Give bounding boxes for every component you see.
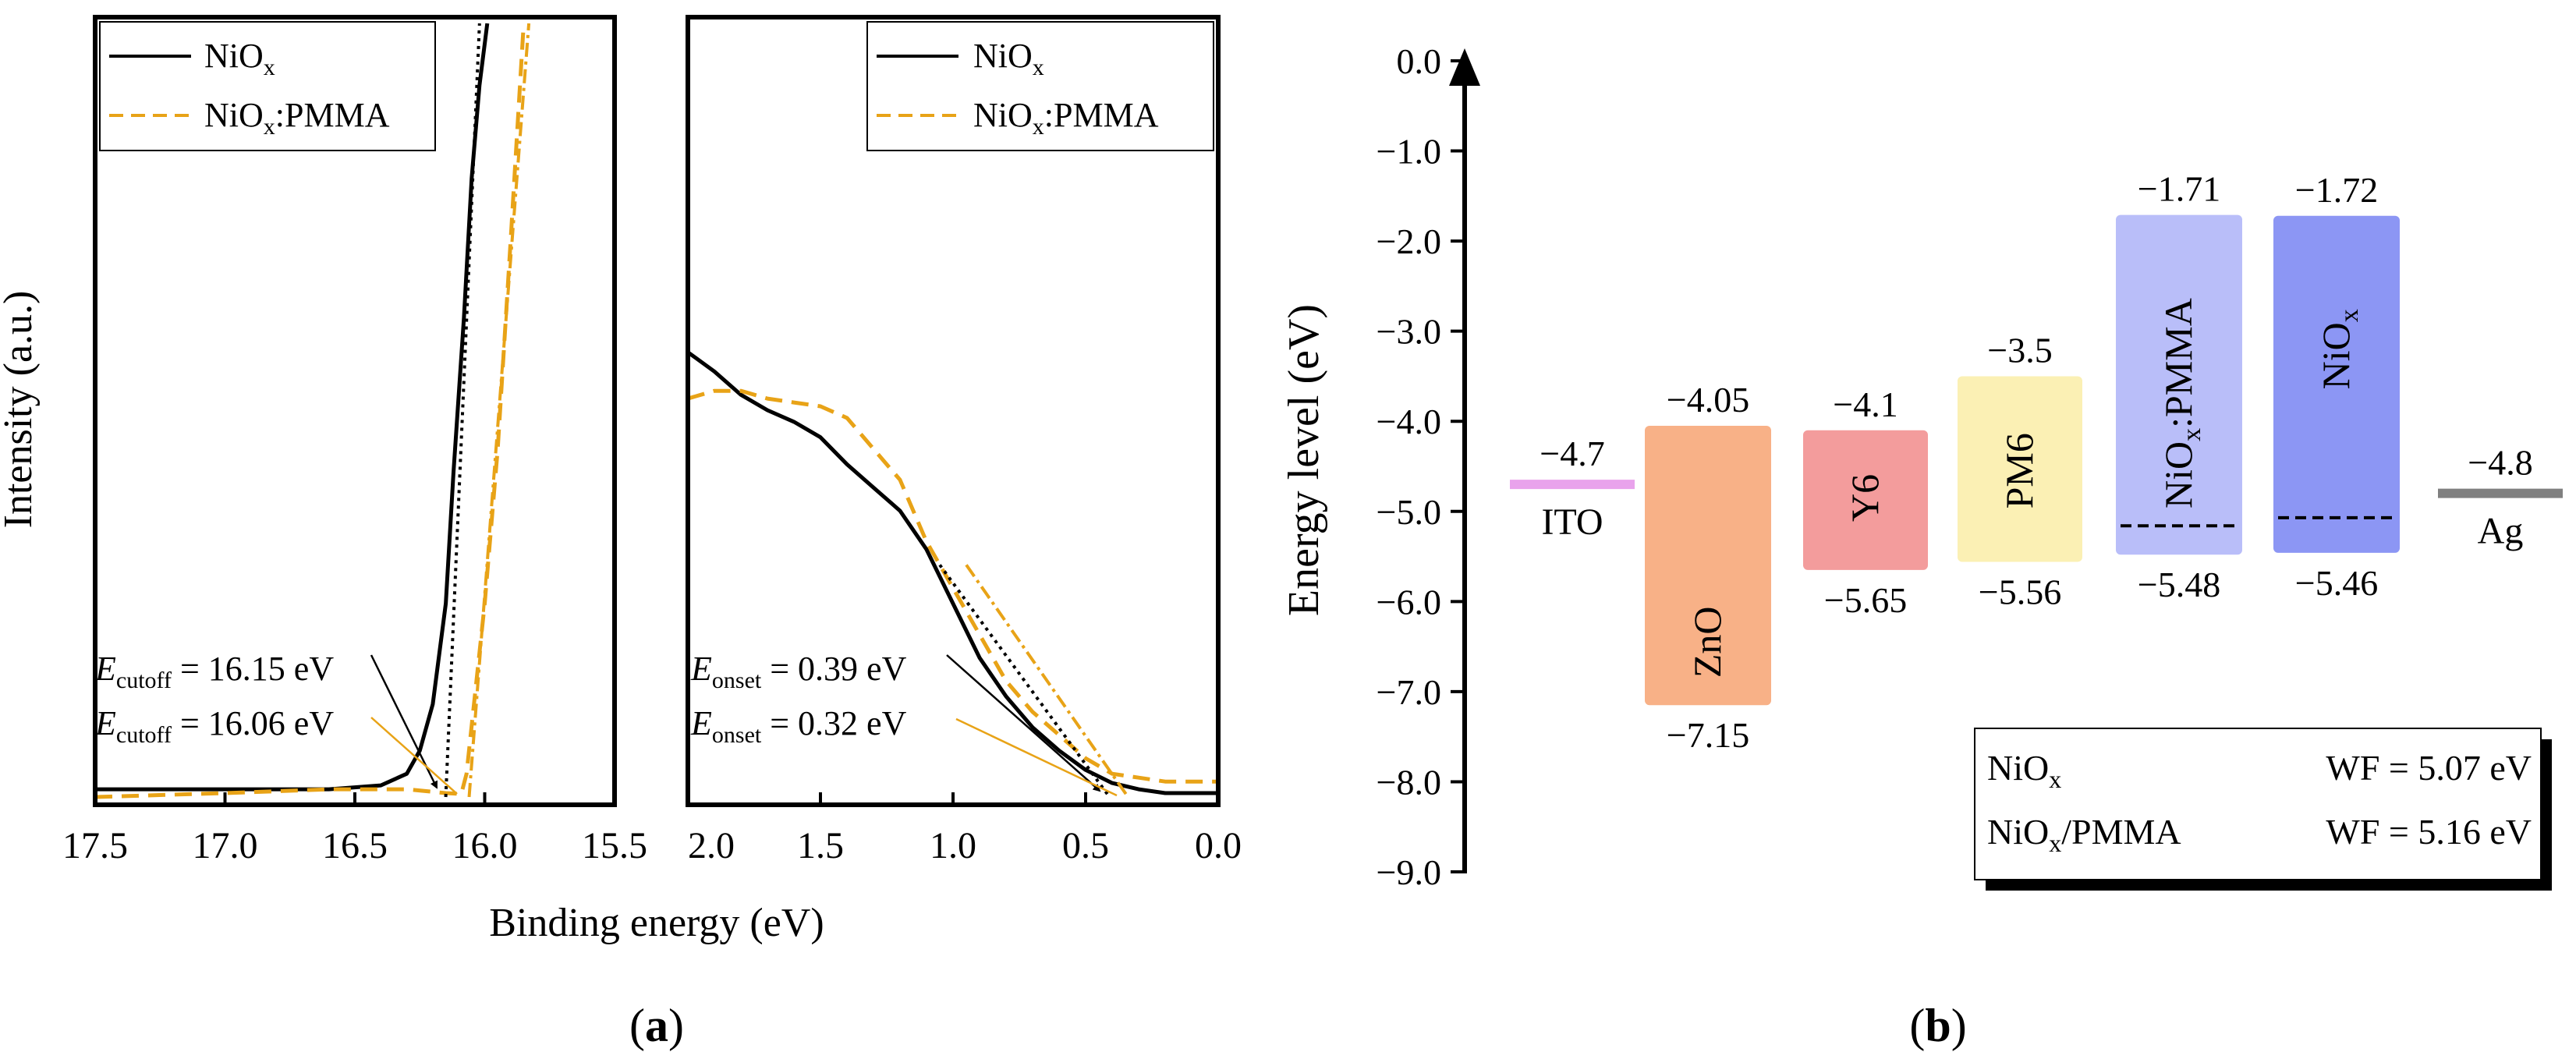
level-bar-niox-pmma-name: NiOx:PMMA [2156,298,2206,508]
level-bar-niox-pmma-bottom-value: −5.48 [2138,565,2220,604]
wf-row-niox-value: WF = 5.07 eV [2326,748,2532,788]
cutoff-x-tick-label: 17.0 [193,825,258,866]
energy-y-tick-label: −2.0 [1377,221,1441,261]
level-bar-niox-name: NiOx [2314,309,2364,389]
cutoff-arrow-pmma [370,717,458,795]
cutoff-annotation-pmma: Ecutoff = 16.06 eV [94,704,334,748]
cutoff-x-tick-label: 16.0 [452,825,518,866]
onset-x-tick-label: 2.0 [688,825,735,866]
cutoff-x-tick-label: 16.5 [322,825,388,866]
panel-b-label: (b) [1909,1000,1966,1051]
energy-y-tick-label: 0.0 [1397,41,1442,81]
level-bar-pm6-bottom-value: −5.56 [1979,572,2061,611]
energy-y-tick-label: −5.0 [1377,492,1441,532]
legend-label-pmma: NiOx:PMMA [204,96,390,140]
cutoff-curves [95,23,531,799]
energy-levels: −4.7 ITO −4.05 −7.15 ZnO −4.1 −5.65 Y6 −3.5 −5.56… [1510,169,2563,755]
energy-y-tick-label: −1.0 [1377,132,1441,172]
onset-series-niox-pmma [688,388,1218,784]
energy-y-ticks: 0.0 −1.0 −2.0 −3.0 −4.0 −5.0 −6.0 −7.0 −8.0 −9.0 [1377,41,1465,892]
energy-y-tick-label: −8.0 [1377,762,1441,802]
valence-annotations: Eonset = 0.39 eV Eonset = 0.32 eV [690,650,1118,797]
wf-row-pmma-value: WF = 5.16 eV [2326,812,2532,852]
onset-annotation-niox: Eonset = 0.39 eV [690,650,907,693]
energy-axis-arrowhead [1449,48,1480,86]
valence-x-ticks: 2.0 1.5 1.0 0.5 0.0 [686,792,1242,866]
cutoff-annotations: Ecutoff = 16.15 eV Ecutoff = 16.06 eV [94,650,458,795]
level-bar-niox-top-value: −1.72 [2295,170,2378,210]
onset-x-tick-label: 0.0 [1195,825,1242,866]
valence-curves [688,350,1218,799]
work-function-box: NiOx WF = 5.07 eV NiOx/PMMA WF = 5.16 eV [1974,728,2552,891]
level-bar-pm6-name: PM6 [1997,433,2041,508]
cutoff-plot: 17.5 17.0 16.5 16.0 15.5 NiOx NiOx:PMMA Ecut… [62,15,647,866]
legend-label-niox: NiOx [204,37,275,80]
level-bar-niox-pmma-top-value: −1.71 [2138,169,2220,209]
energy-y-tick-label: −6.0 [1377,582,1441,622]
onset-x-tick-label: 1.5 [797,825,844,866]
onset-annotation-pmma: Eonset = 0.32 eV [690,704,907,748]
intensity-axis-label: Intensity (a.u.) [0,291,41,529]
cutoff-x-ticks: 17.5 17.0 16.5 16.0 15.5 [62,792,647,866]
wf-row-niox-material: NiOx [1987,748,2061,793]
cutoff-series-niox [95,23,490,792]
level-bar-y6-top-value: −4.1 [1833,384,1897,424]
energy-level-axis-label: Energy level (eV) [1280,304,1328,616]
wf-row-pmma-material: NiOx/PMMA [1987,812,2181,857]
cutoff-x-tick-label: 17.5 [62,825,128,866]
cutoff-legend: NiOx NiOx:PMMA [99,21,436,151]
onset-series-niox [688,350,1218,795]
valence-plot: 2.0 1.5 1.0 0.5 0.0 NiOx NiOx:PMMA Eonset = … [686,15,1242,866]
onset-x-tick-label: 1.0 [930,825,976,866]
level-ito-name: ITO [1541,501,1603,543]
valence-legend: NiOx NiOx:PMMA [866,21,1214,151]
level-bar-pm6-top-value: −3.5 [1987,330,2052,370]
level-bar-zno [1645,426,1771,706]
level-bar-y6-bottom-value: −5.65 [1824,580,1907,620]
level-bar-zno-name: ZnO [1685,607,1729,678]
legend-label-niox-2: NiOx [973,37,1044,80]
cutoff-annotation-niox: Ecutoff = 16.15 eV [94,650,334,693]
onset-x-tick-label: 0.5 [1062,825,1109,866]
panel-b: Energy level (eV) 0.0 −1.0 −2.0 −3.0 −4.0 −5.… [1280,41,2563,1051]
level-bar-niox [2273,215,2400,553]
level-ag-name: Ag [2478,511,2524,552]
level-bar-zno-bottom-value: −7.15 [1667,715,1749,755]
level-bar-y6 [1803,430,1928,570]
level-bar-y6-name: Y6 [1843,474,1887,522]
valence-legend-box [866,21,1214,151]
panel-a: Intensity (a.u.) 17.5 17.0 16.5 16.0 15.5 Ni… [0,15,1242,1051]
cutoff-fit-line-niox-pmma [467,23,531,798]
energy-y-tick-label: −7.0 [1377,672,1441,712]
binding-energy-axis-label: Binding energy (eV) [489,901,824,945]
onset-fit-line-niox-pmma [965,564,1130,799]
level-ag-value: −4.8 [2468,443,2532,483]
cutoff-x-tick-label: 15.5 [582,825,647,866]
level-bar-niox-pmma [2116,214,2242,555]
level-bar-zno-top-value: −4.05 [1667,380,1749,420]
panel-a-label: (a) [629,1000,684,1051]
onset-arrow-pmma [955,717,1118,797]
onset-fit-line-niox [938,564,1111,799]
energy-y-tick-label: −9.0 [1377,852,1441,892]
level-bar-pm6 [1958,376,2082,562]
onset-arrow-niox [946,654,1101,792]
energy-y-tick-label: −3.0 [1377,312,1441,352]
level-bar-niox-bottom-value: −5.46 [2295,563,2378,603]
cutoff-legend-box [99,21,436,151]
level-ito-value: −4.7 [1540,434,1604,473]
energy-y-tick-label: −4.0 [1377,402,1441,441]
legend-label-pmma-2: NiOx:PMMA [973,96,1159,140]
work-function-box-frame [1974,728,2542,880]
